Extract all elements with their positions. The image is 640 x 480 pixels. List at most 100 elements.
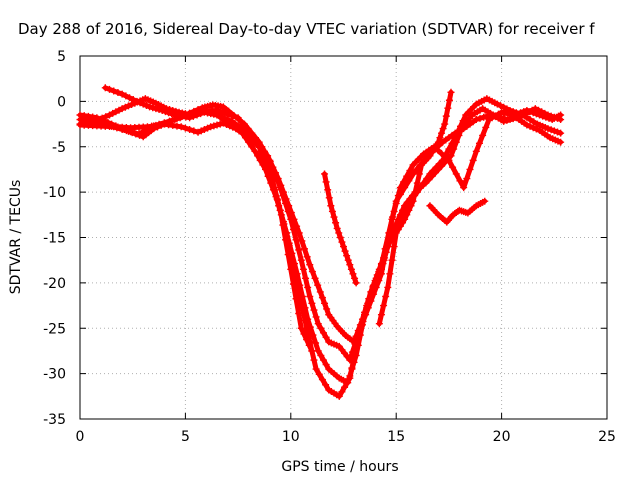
data-point-marker bbox=[166, 106, 174, 114]
data-point-marker bbox=[348, 365, 356, 373]
data-point-marker bbox=[230, 111, 238, 119]
data-point-marker bbox=[534, 106, 542, 114]
data-point-marker bbox=[522, 109, 530, 117]
data-point-marker bbox=[200, 106, 208, 114]
data-point-marker bbox=[438, 129, 446, 137]
data-point-marker bbox=[284, 251, 292, 259]
data-point-marker bbox=[101, 84, 109, 92]
y-tick-label: -10 bbox=[43, 185, 66, 201]
data-point-marker bbox=[444, 155, 452, 163]
data-point-marker bbox=[500, 117, 508, 125]
data-point-marker bbox=[303, 253, 311, 261]
data-point-marker bbox=[497, 102, 505, 110]
data-point-marker bbox=[301, 245, 309, 253]
data-point-marker bbox=[109, 109, 117, 117]
data-point-marker bbox=[290, 215, 298, 223]
data-point-marker bbox=[367, 290, 375, 298]
data-point-marker bbox=[112, 108, 120, 116]
data-point-marker bbox=[332, 219, 340, 227]
data-point-marker bbox=[460, 184, 468, 192]
y-axis-label: SDTVAR / TECUs bbox=[8, 180, 24, 295]
data-point-marker bbox=[223, 121, 231, 129]
y-tick-label: -15 bbox=[43, 231, 66, 247]
data-point-marker bbox=[528, 106, 536, 114]
data-point-marker bbox=[204, 124, 212, 132]
data-point-marker bbox=[263, 160, 271, 168]
data-point-marker bbox=[350, 358, 358, 366]
y-tick-label: -5 bbox=[52, 140, 66, 156]
x-tick-label: 15 bbox=[387, 429, 405, 445]
data-point-marker bbox=[394, 215, 402, 223]
data-point-marker bbox=[500, 103, 508, 111]
series-track-6 bbox=[321, 170, 360, 287]
data-point-marker bbox=[297, 324, 305, 332]
data-point-marker bbox=[298, 292, 306, 300]
data-point-marker bbox=[124, 102, 132, 110]
data-point-marker bbox=[106, 111, 114, 119]
data-point-marker bbox=[293, 270, 301, 278]
data-point-marker bbox=[479, 131, 487, 139]
data-point-marker bbox=[447, 88, 455, 96]
data-point-marker bbox=[333, 224, 341, 232]
data-point-marker bbox=[255, 143, 263, 151]
data-point-marker bbox=[323, 305, 331, 313]
data-point-marker bbox=[322, 381, 330, 389]
data-point-marker bbox=[382, 292, 390, 300]
data-point-marker bbox=[172, 107, 180, 115]
data-point-marker bbox=[371, 279, 379, 287]
data-point-marker bbox=[439, 125, 447, 133]
data-point-marker bbox=[304, 283, 312, 291]
data-point-marker bbox=[285, 202, 293, 210]
data-point-marker bbox=[445, 96, 453, 104]
data-point-marker bbox=[373, 274, 381, 282]
data-point-marker bbox=[94, 116, 102, 124]
data-point-marker bbox=[392, 220, 400, 228]
data-point-marker bbox=[118, 90, 126, 98]
data-point-marker bbox=[550, 127, 558, 135]
data-point-marker bbox=[335, 229, 343, 237]
data-point-marker bbox=[98, 114, 106, 122]
data-point-marker bbox=[194, 128, 202, 136]
data-point-marker bbox=[544, 111, 552, 119]
data-point-marker bbox=[197, 127, 205, 135]
data-point-marker bbox=[169, 106, 177, 114]
data-point-marker bbox=[390, 207, 398, 215]
data-point-marker bbox=[297, 256, 305, 264]
data-point-marker bbox=[441, 120, 449, 128]
data-point-marker bbox=[277, 181, 285, 189]
data-point-marker bbox=[506, 106, 514, 114]
data-point-marker bbox=[356, 331, 364, 339]
data-point-marker bbox=[386, 237, 394, 245]
data-point-marker bbox=[317, 351, 325, 359]
data-point-marker bbox=[442, 112, 450, 120]
series-track-7 bbox=[426, 197, 489, 226]
data-point-marker bbox=[301, 304, 309, 312]
data-point-marker bbox=[480, 113, 488, 121]
data-point-marker bbox=[336, 234, 344, 241]
data-point-marker bbox=[476, 114, 484, 122]
data-point-marker bbox=[314, 320, 322, 328]
data-point-marker bbox=[547, 112, 555, 120]
data-series bbox=[76, 84, 565, 400]
data-point-marker bbox=[365, 297, 373, 305]
data-point-marker bbox=[544, 125, 552, 133]
data-point-marker bbox=[531, 105, 539, 113]
data-point-marker bbox=[279, 188, 287, 196]
data-point-marker bbox=[406, 167, 414, 175]
data-point-marker bbox=[305, 341, 313, 349]
data-point-marker bbox=[519, 111, 527, 119]
data-point-marker bbox=[335, 392, 343, 400]
data-point-marker bbox=[369, 283, 377, 291]
data-point-marker bbox=[381, 254, 389, 262]
data-point-marker bbox=[204, 108, 212, 116]
data-point-marker bbox=[282, 236, 290, 244]
data-point-marker bbox=[292, 236, 300, 244]
data-point-marker bbox=[321, 170, 329, 178]
data-point-marker bbox=[380, 302, 388, 310]
data-point-marker bbox=[306, 323, 314, 331]
y-tick-label: -35 bbox=[43, 412, 66, 428]
data-point-marker bbox=[200, 126, 208, 134]
data-point-marker bbox=[304, 315, 312, 323]
